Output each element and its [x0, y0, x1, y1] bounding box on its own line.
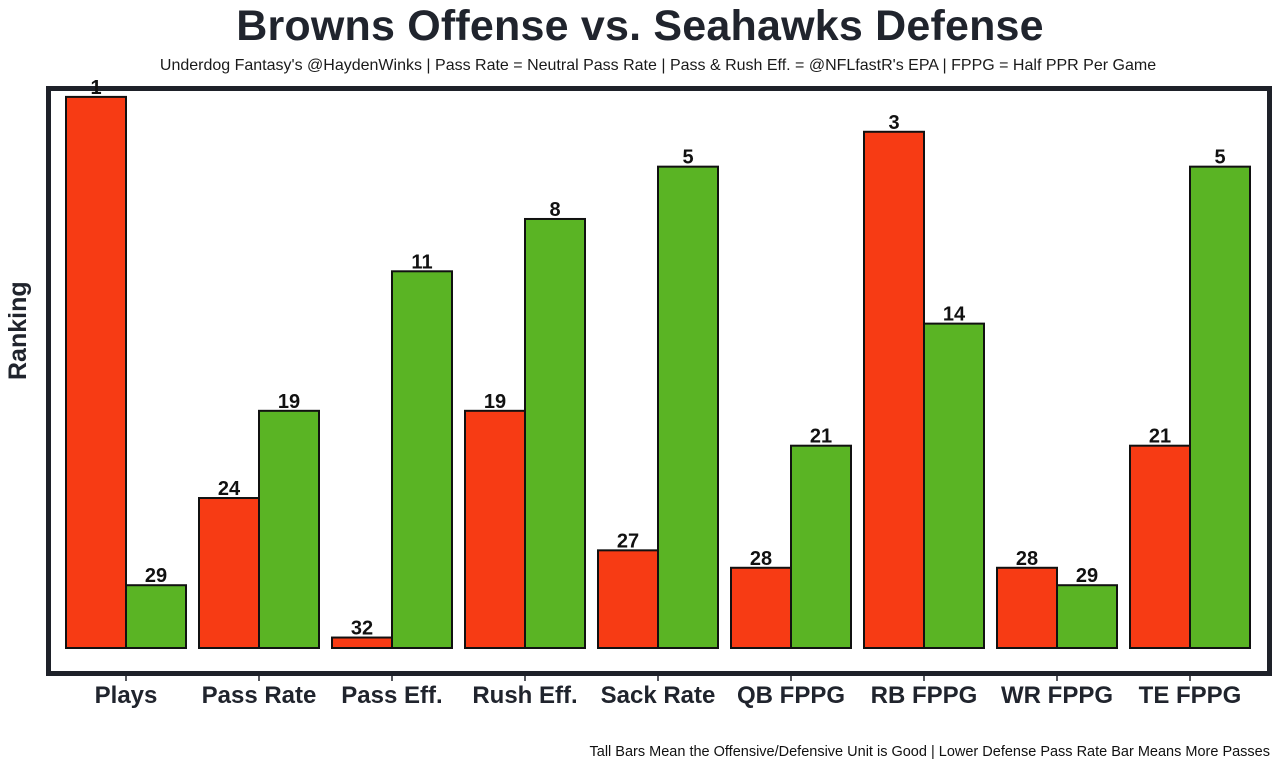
bar-value-label: 29 [145, 565, 167, 587]
x-tick-label: WR FPPG [1001, 682, 1113, 709]
bar-defense-pass-eff [391, 270, 453, 649]
bar-value-label: 29 [1076, 565, 1098, 587]
bar-defense-pass-rate [258, 409, 320, 650]
bar-value-label: 27 [617, 530, 639, 552]
x-axis-ticks: Plays Pass Rate Pass Eff. Rush Eff. Sack Rat… [95, 676, 1242, 709]
bar-value-label: 5 [682, 147, 693, 169]
x-tick-label: Rush Eff. [472, 682, 577, 709]
bar-value-label: 1 [90, 77, 101, 99]
bar-value-label: 21 [1149, 426, 1171, 448]
bar-offense-rush-eff [464, 409, 526, 650]
bar-defense-qb-fppg [790, 444, 852, 650]
chart-title: Browns Offense vs. Seahawks Defense [236, 2, 1044, 50]
bar-defense-plays [125, 584, 187, 650]
bar-value-label: 28 [750, 548, 772, 570]
bar-offense-sack-rate [597, 549, 659, 649]
chart-subtitle: Underdog Fantasy's @HaydenWinks | Pass R… [159, 57, 1157, 74]
bar-defense-wr-fppg [1056, 584, 1118, 650]
bar-value-label: 11 [411, 251, 432, 273]
bar-defense-rush-eff [524, 217, 586, 649]
bar-value-label: 28 [1016, 548, 1038, 570]
chart-footnote: Tall Bars Mean the Offensive/Defensive U… [589, 744, 1270, 760]
bars-group [65, 95, 1251, 650]
bar-value-label: 8 [549, 199, 560, 221]
bar-labels-group: 1 29 24 19 32 11 19 8 27 5 28 21 3 14 28 29 21 5 [90, 77, 1225, 640]
x-tick-label: Plays [95, 682, 158, 709]
bar-defense-sack-rate [657, 165, 719, 649]
x-tick-label: TE FPPG [1139, 682, 1242, 709]
bar-offense-wr-fppg [996, 566, 1058, 649]
bar-offense-pass-rate [198, 497, 260, 649]
bar-value-label: 19 [484, 391, 506, 413]
bar-value-label: 3 [888, 112, 899, 134]
bar-value-label: 19 [278, 391, 300, 413]
x-tick-label: Pass Rate [202, 682, 317, 709]
plot-frame [46, 86, 1272, 676]
bar-defense-te-fppg [1189, 165, 1251, 649]
bar-value-label: 24 [218, 478, 241, 500]
bar-offense-plays [65, 95, 127, 649]
x-tick-label: Sack Rate [601, 682, 716, 709]
bar-value-label: 32 [351, 618, 373, 640]
x-tick-label: Pass Eff. [341, 682, 442, 709]
bar-offense-te-fppg [1129, 444, 1191, 650]
x-tick-label: QB FPPG [737, 682, 845, 709]
bar-offense-rb-fppg [863, 130, 925, 649]
bar-value-label: 14 [943, 304, 966, 326]
bar-value-label: 21 [810, 426, 832, 448]
bar-offense-qb-fppg [730, 566, 792, 649]
bar-defense-rb-fppg [923, 322, 985, 649]
x-tick-label: RB FPPG [871, 682, 978, 709]
bar-value-label: 5 [1214, 147, 1225, 169]
